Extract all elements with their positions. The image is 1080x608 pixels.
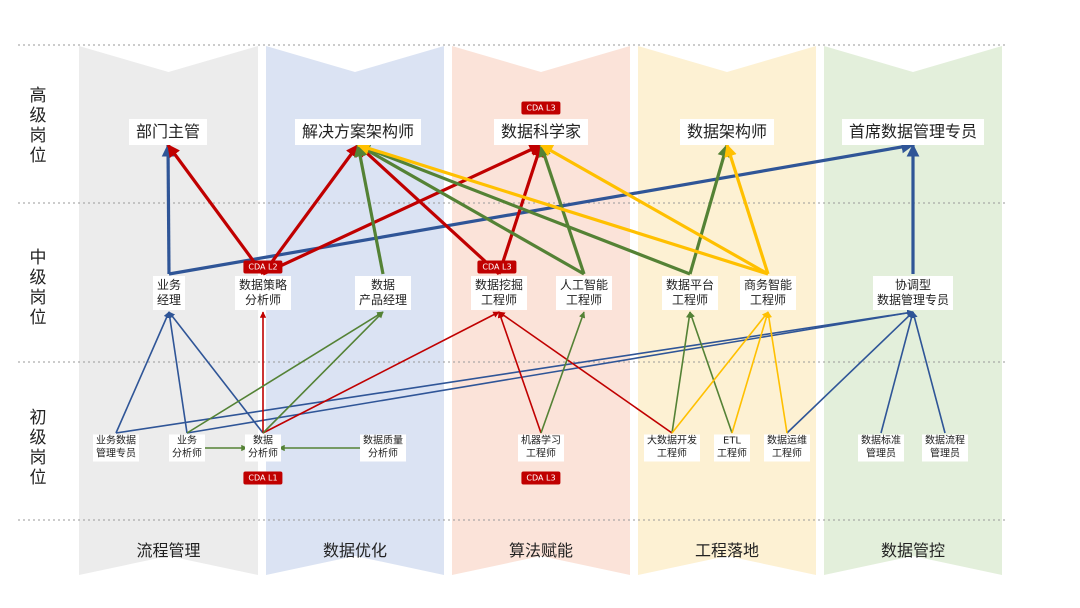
cda-badge-b_m4: CDA L3 [477,260,517,274]
role-node-j6: 大数据开发 工程师 [644,434,700,462]
domain-label-process: 流程管理 [136,541,201,560]
domain-label-governance: 数据管控 [880,541,946,560]
role-node-j4: 数据质量 分析师 [360,434,406,462]
cda-badge-b_s3: CDA L3 [521,101,561,115]
level-label-junior: 初 级 岗 位 [29,408,47,488]
edge-j8-to-m7 [765,311,788,434]
role-node-m7: 商务智能 工程师 [739,276,797,310]
role-node-j2: 业务 分析师 [169,434,205,462]
role-node-s3: 数据科学家 [493,119,589,145]
edge-j7-to-m7 [731,311,770,434]
role-node-s1: 部门主管 [128,119,208,145]
edge-j3-to-m4 [262,311,500,434]
edge-m1-to-s1 [161,143,175,275]
level-label-senior: 高 级 岗 位 [29,86,47,166]
domain-label-optimize: 数据优化 [322,541,388,560]
domain-label-engineering: 工程落地 [694,541,760,560]
role-node-m1: 业务 经理 [152,276,186,310]
cda-badge-b_j5: CDA L3 [521,471,561,485]
edge-m2-to-s2 [261,143,360,275]
level-label-mid: 中 级 岗 位 [29,248,47,328]
role-node-s4: 数据架构师 [679,119,775,145]
role-node-s5: 首席数据管理专员 [841,119,985,145]
role-node-m2: 数据策略 分析师 [234,276,292,310]
edge-j2-to-m1 [166,311,188,434]
edge-m7-to-s4 [724,143,770,275]
edge-m2-to-s3 [262,143,543,276]
role-node-m3: 数据 产品经理 [354,276,412,310]
role-node-j7: ETL 工程师 [714,434,750,462]
edge-j2-to-m8 [186,309,914,434]
edge-m5-to-s2 [356,143,585,276]
edge-m3-to-s2 [353,143,385,275]
role-node-j9: 数据标准 管理员 [858,434,904,462]
cda-badge-b_m2: CDA L2 [243,260,283,274]
edge-m7-to-s2 [356,142,769,276]
edge-j2-to-m3 [186,311,384,434]
edge-j6-to-m6 [671,311,693,434]
edge-j7-to-m6 [688,311,733,434]
edge-j6-to-m7 [671,311,769,434]
edge-j8-to-m8 [786,311,914,434]
band-algorithm [452,46,630,575]
edge-j5-to-m4 [497,311,542,434]
cda-badge-b_j3: CDA L1 [243,471,283,485]
role-node-j5: 机器学习 工程师 [518,434,564,462]
edge-j6-to-m4 [498,311,673,434]
role-node-j10: 数据流程 管理员 [922,434,968,462]
role-node-s2: 解决方案架构师 [294,119,422,145]
role-node-j3: 数据 分析师 [245,434,281,462]
edge-j9-to-m8 [880,311,915,434]
role-node-j1: 业务数据 管理专员 [93,434,139,462]
edge-j10-to-m8 [911,311,946,434]
role-node-j8: 数据运维 工程师 [764,434,810,462]
edge-m4-to-s2 [356,143,501,276]
edge-m2-to-s1 [166,143,265,275]
edge-j1-to-m1 [115,311,170,434]
edge-j1-to-m8 [115,309,914,434]
edge-m6-to-s2 [356,143,691,276]
role-node-m8: 协调型 数据管理专员 [872,276,954,310]
role-node-m4: 数据挖掘 工程师 [470,276,528,310]
edge-m7-to-s3 [539,143,769,276]
role-node-m6: 数据平台 工程师 [661,276,719,310]
edge-j5-to-m5 [540,311,586,434]
edge-m1-to-s5 [168,140,915,276]
domain-label-algorithm: 算法赋能 [508,541,574,560]
role-node-m5: 人工智能 工程师 [555,276,613,310]
edge-j3-to-m3 [262,311,384,434]
